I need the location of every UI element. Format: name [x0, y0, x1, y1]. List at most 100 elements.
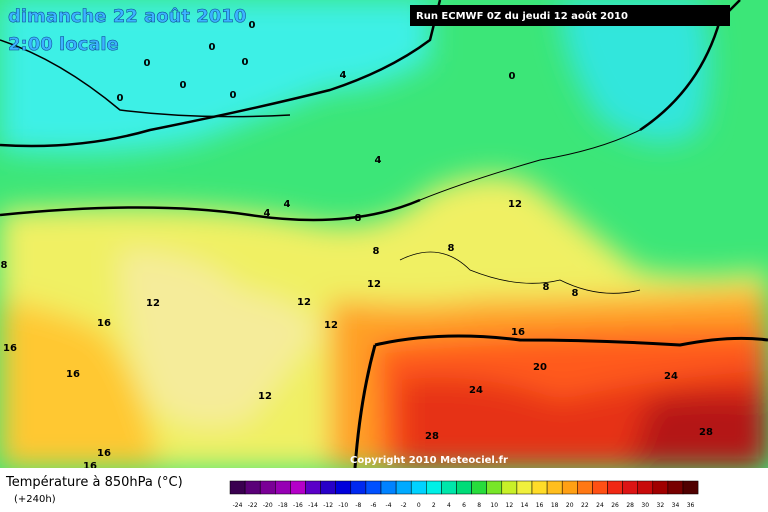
contour-label: 12	[258, 391, 272, 402]
legend-title: Température à 850hPa (°C)	[5, 475, 183, 490]
scale-label: 0	[417, 502, 421, 509]
scale-label: 18	[551, 502, 559, 509]
scale-label: 26	[611, 502, 619, 509]
scale-label: 34	[672, 502, 680, 509]
run-box	[410, 5, 730, 26]
scale-swatch	[577, 480, 593, 495]
scale-label: -6	[370, 502, 376, 509]
scale-label: 28	[626, 502, 634, 509]
contour-label: 12	[297, 297, 311, 308]
scale-label: 24	[596, 502, 604, 509]
contour-label: 12	[367, 279, 381, 290]
scale-swatch	[395, 480, 412, 495]
time-title: 2:00 locale	[8, 34, 119, 55]
scale-swatch	[380, 480, 397, 495]
scale-swatch	[275, 480, 291, 495]
scale-swatch	[561, 480, 578, 495]
scale-swatch	[350, 480, 367, 495]
contour-label: 0	[144, 58, 151, 69]
scale-swatch	[592, 480, 608, 495]
contour-label: 16	[83, 461, 97, 472]
contour-label: 4	[264, 208, 271, 219]
contour-label: 24	[469, 385, 483, 396]
scale-swatch	[516, 480, 533, 495]
scale-swatch	[426, 480, 442, 495]
contour-label: 8	[1, 260, 8, 271]
scale-label: -4	[386, 502, 392, 509]
contour-label: 16	[97, 448, 111, 459]
lead-time: (+240h)	[14, 494, 56, 505]
scale-swatch	[441, 480, 457, 495]
scale-swatch	[335, 480, 352, 495]
contour-label: 24	[664, 371, 678, 382]
scale-swatch	[320, 480, 336, 495]
scale-label: 22	[581, 502, 589, 509]
contour-label: 0	[180, 80, 187, 91]
scale-label: -24	[233, 502, 243, 509]
scale-swatch	[456, 480, 472, 495]
temperature-field	[0, 0, 768, 468]
scale-swatch	[531, 480, 548, 495]
contour-label: 12	[146, 298, 160, 309]
contour-label: 0	[242, 57, 249, 68]
scale-label: 14	[521, 502, 529, 509]
contour-label: 0	[509, 71, 516, 82]
contour-label: 8	[355, 213, 362, 224]
scale-label: 10	[490, 502, 498, 509]
contour-label: 16	[97, 318, 111, 329]
contour-label: 8	[448, 243, 455, 254]
contour-label: 0	[117, 93, 124, 104]
scale-label: -14	[308, 502, 318, 509]
scale-swatch	[667, 480, 684, 495]
contour-label: 4	[284, 199, 291, 210]
scale-label: -8	[355, 502, 361, 509]
scale-label: -20	[263, 502, 273, 509]
scale-swatch	[410, 480, 427, 495]
contour-label: 0	[230, 90, 237, 101]
scale-label: -16	[293, 502, 303, 509]
contour-label: 0	[209, 42, 216, 53]
scale-swatch	[622, 480, 638, 495]
scale-swatch	[290, 480, 306, 495]
scale-swatch	[486, 480, 503, 495]
run-label: Run ECMWF 0Z du jeudi 12 août 2010	[416, 10, 628, 22]
scale-swatch	[501, 480, 518, 495]
contour-label: 4	[340, 70, 347, 81]
scale-swatch	[259, 480, 276, 495]
contour-label: 20	[533, 362, 547, 373]
date-title: dimanche 22 août 2010	[8, 6, 246, 27]
scale-label: -22	[248, 502, 258, 509]
scale-label: 12	[506, 502, 514, 509]
contour-label: 28	[699, 427, 713, 438]
contour-label: 8	[543, 282, 550, 293]
contour-label: 28	[425, 431, 439, 442]
scale-label: -12	[323, 502, 333, 509]
scale-swatch	[607, 480, 623, 495]
scale-label: 16	[536, 502, 544, 509]
scale-label: 36	[687, 502, 695, 509]
scale-swatch	[365, 480, 382, 495]
contours-coastlines	[0, 0, 768, 469]
scale-swatch	[652, 480, 669, 495]
contour-label: 0	[249, 20, 256, 31]
scale-swatch	[682, 480, 699, 495]
contour-label: 16	[66, 369, 80, 380]
scale-label: 8	[477, 502, 481, 509]
scale-swatch	[229, 480, 246, 495]
contour-label: 4	[375, 155, 382, 166]
copyright: Copyright 2010 Meteociel.fr	[350, 455, 508, 466]
scale-label: -2	[401, 502, 407, 509]
contour-label: 12	[508, 199, 522, 210]
scale-label: 2	[432, 502, 436, 509]
contour-label: 8	[572, 288, 579, 299]
contour-label: 16	[511, 327, 525, 338]
scale-swatch	[471, 480, 487, 495]
contour-label: 8	[373, 246, 380, 257]
contour-label: 12	[324, 320, 338, 331]
contour-label: 16	[3, 343, 17, 354]
scale-label: -18	[278, 502, 288, 509]
scale-swatch	[637, 480, 654, 495]
scale-swatch	[244, 480, 261, 495]
